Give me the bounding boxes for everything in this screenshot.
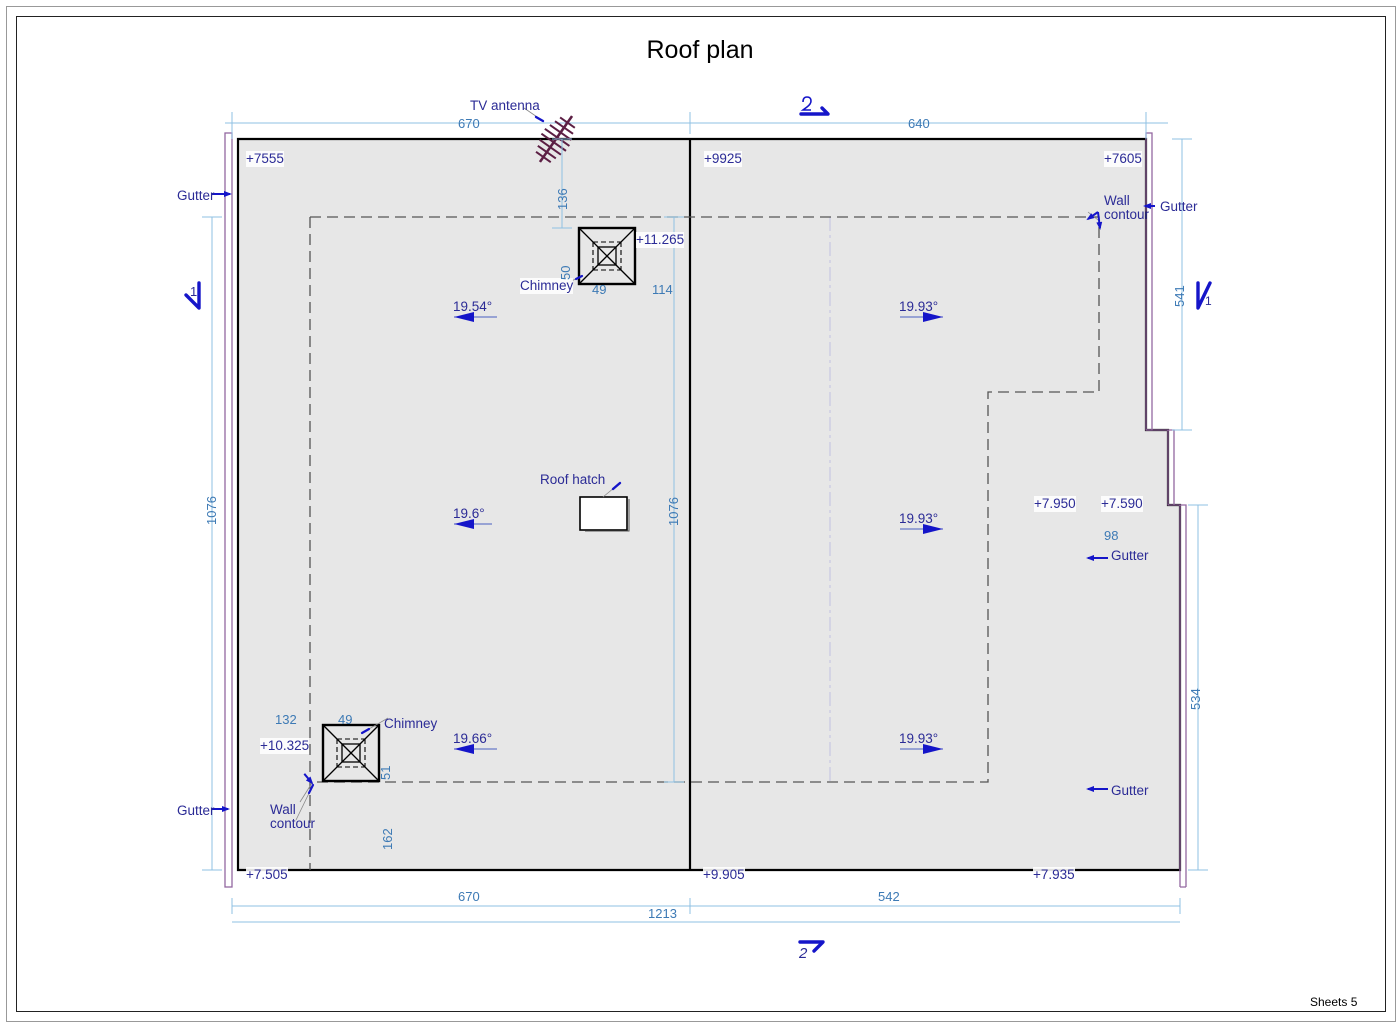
svg-text:1: 1 — [1205, 294, 1212, 308]
svg-text:1: 1 — [190, 284, 197, 299]
svg-text:2: 2 — [798, 945, 808, 962]
